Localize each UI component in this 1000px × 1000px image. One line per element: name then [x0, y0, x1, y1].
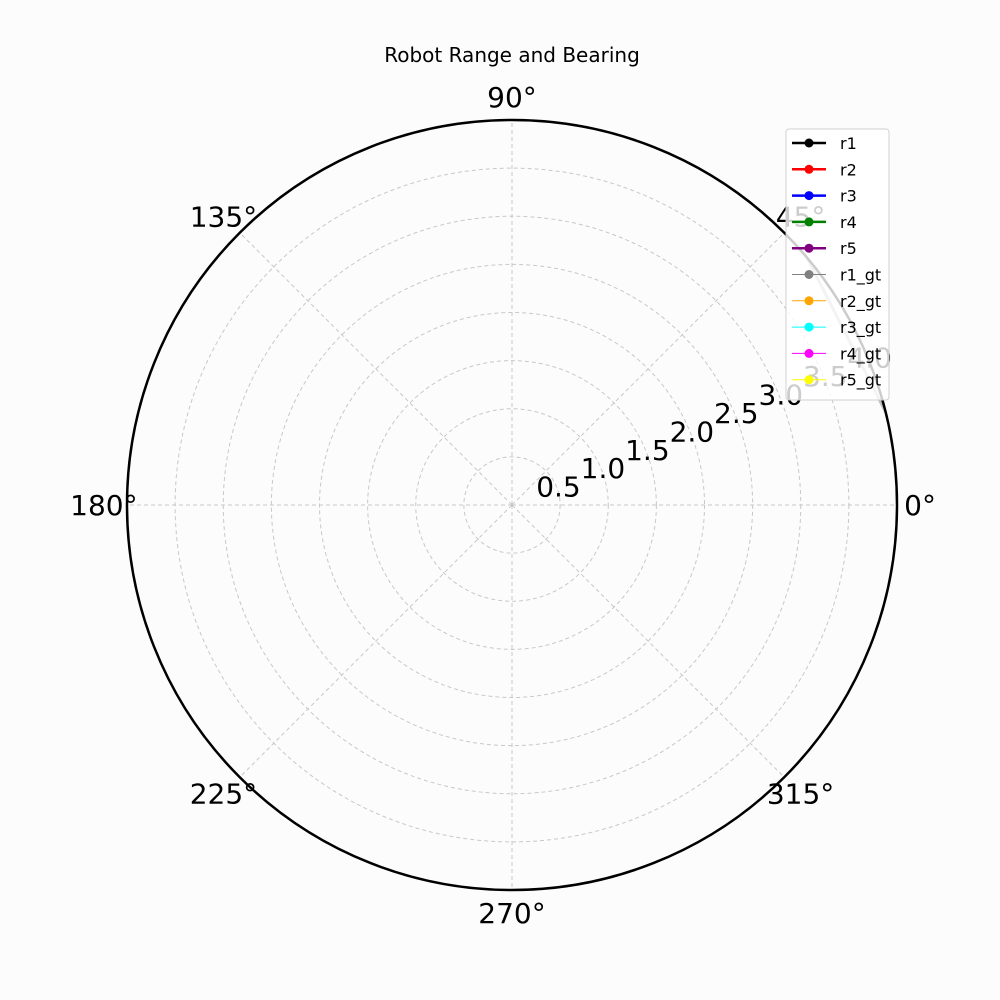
theta-tick-label: 135°	[190, 200, 257, 233]
legend-swatch-marker	[804, 243, 814, 253]
theta-tick-label: 90°	[487, 81, 537, 114]
legend: r1 r2 r3 r4 r5 r1_gt r2_gt r3_gt r4_gt r5_gt	[785, 128, 890, 401]
legend-swatch-marker	[804, 138, 814, 148]
legend-label: r4	[840, 213, 857, 232]
polar-frame	[125, 118, 899, 892]
legend-swatch-marker	[804, 164, 814, 174]
legend-label: r1	[840, 134, 857, 153]
legend-swatch-marker	[804, 270, 814, 279]
legend-label: r1_gt	[840, 266, 881, 286]
legend-label: r3_gt	[840, 318, 881, 338]
r-gridline	[270, 263, 754, 747]
polar-grid	[127, 120, 897, 890]
legend-swatch-marker	[804, 217, 814, 227]
r-tick-label: 2.0	[670, 415, 715, 448]
r-gridline	[415, 408, 609, 602]
legend-swatch-marker	[804, 322, 814, 332]
legend-swatch-marker	[804, 375, 814, 385]
theta-tick-label: 0°	[904, 489, 936, 522]
theta-tick-label: 270°	[478, 897, 545, 930]
theta-tick-label: 225°	[190, 778, 257, 811]
theta-tick-label: 180°	[70, 489, 137, 522]
r-gridline	[222, 215, 802, 795]
r-gridline	[463, 456, 561, 554]
theta-gridline-225	[239, 504, 513, 778]
legend-label: r3	[840, 187, 857, 206]
theta-gridline-315	[511, 504, 785, 778]
r-tick-label: 2.5	[714, 397, 759, 430]
legend-label: r5_gt	[840, 371, 881, 391]
legend-label: r2_gt	[840, 292, 881, 312]
r-tick-label: 1.0	[581, 452, 626, 485]
legend-swatch-marker	[804, 348, 814, 358]
legend-label: r5	[840, 239, 857, 258]
r-gridline	[367, 360, 657, 650]
r-tick-label: 1.5	[625, 434, 670, 467]
theta-tick-label: 315°	[767, 778, 834, 811]
r-gridline	[174, 167, 850, 843]
legend-swatch-marker	[804, 296, 814, 306]
r-tick-label: 0.5	[536, 471, 581, 504]
legend-swatch-marker	[804, 191, 814, 201]
theta-gridline-135	[239, 232, 513, 506]
chart-title: Robot Range and Bearing	[384, 43, 640, 67]
r-gridline	[319, 312, 705, 698]
legend-label: r4_gt	[840, 344, 881, 364]
legend-label: r2	[840, 160, 857, 179]
